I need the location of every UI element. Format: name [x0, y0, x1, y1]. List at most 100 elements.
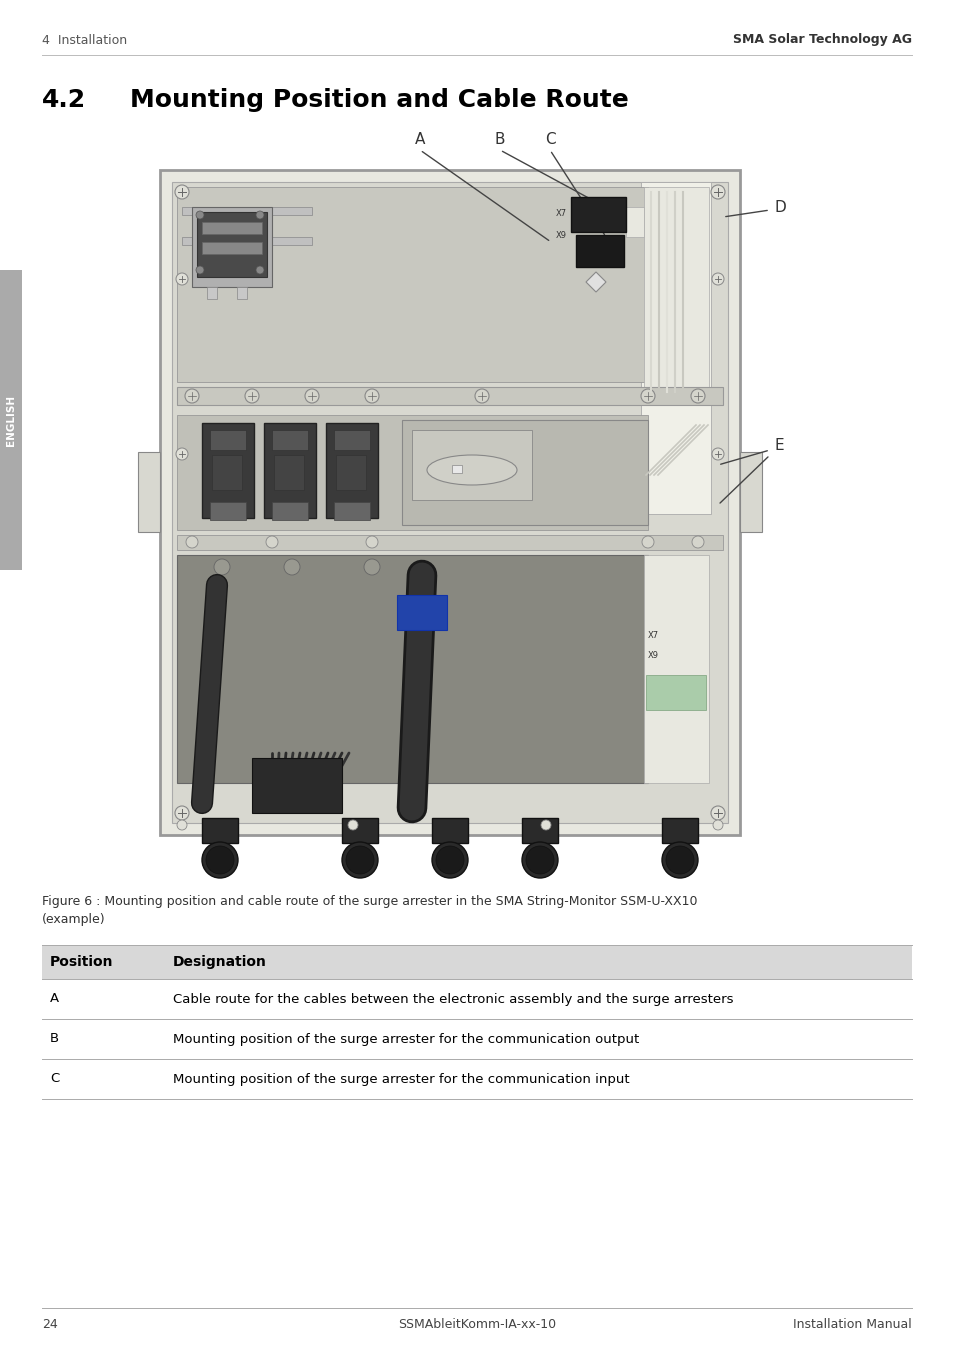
Bar [207, 287, 216, 299]
Bar [202, 222, 262, 234]
Circle shape [365, 389, 378, 403]
Text: Mounting position of the surge arrester for the communication input: Mounting position of the surge arrester … [172, 1072, 629, 1086]
Bar [396, 594, 447, 630]
Circle shape [175, 448, 188, 460]
Circle shape [364, 559, 379, 575]
Circle shape [284, 559, 299, 575]
Text: Figure 6 : Mounting position and cable route of the surge arrester in the SMA St: Figure 6 : Mounting position and cable r… [42, 895, 697, 909]
Bar [138, 452, 160, 532]
Bar [452, 464, 461, 473]
Circle shape [521, 842, 558, 877]
Bar [210, 431, 246, 450]
Bar [196, 213, 267, 278]
Bar [182, 207, 312, 215]
Circle shape [213, 559, 230, 575]
Bar [645, 676, 705, 709]
Bar [272, 502, 308, 520]
Bar [210, 502, 246, 520]
Circle shape [175, 274, 188, 284]
Text: A: A [415, 133, 425, 148]
Circle shape [177, 821, 187, 830]
Bar [0, 269, 22, 570]
Bar [334, 502, 370, 520]
Bar [42, 1020, 911, 1059]
Circle shape [348, 821, 357, 830]
Polygon shape [585, 272, 605, 292]
Text: X7: X7 [556, 210, 566, 218]
Bar [42, 1059, 911, 1099]
Bar [264, 422, 315, 519]
Bar [432, 818, 468, 844]
Circle shape [266, 536, 277, 548]
Circle shape [195, 211, 204, 219]
Bar [334, 431, 370, 450]
Text: C: C [544, 133, 555, 148]
Circle shape [710, 185, 724, 199]
Text: Designation: Designation [172, 955, 267, 969]
Circle shape [665, 846, 693, 873]
Bar [42, 979, 911, 1020]
Circle shape [641, 536, 654, 548]
Bar [401, 420, 647, 525]
Text: SSMAbleitKomm-IA-xx-10: SSMAbleitKomm-IA-xx-10 [397, 1319, 556, 1331]
Text: Mounting position of the surge arrester for the communication output: Mounting position of the surge arrester … [172, 1033, 639, 1045]
Circle shape [245, 389, 258, 403]
Circle shape [255, 211, 264, 219]
Circle shape [475, 389, 489, 403]
Bar [177, 414, 647, 529]
Circle shape [436, 846, 463, 873]
Circle shape [174, 806, 189, 821]
Text: SMA Solar Technology AG: SMA Solar Technology AG [732, 34, 911, 46]
Circle shape [341, 842, 377, 877]
Bar [335, 455, 366, 490]
Bar [177, 535, 722, 550]
Text: X9: X9 [647, 650, 659, 659]
Bar [571, 196, 625, 232]
Text: Position: Position [50, 955, 113, 969]
Text: B: B [495, 133, 505, 148]
Text: Cable route for the cables between the electronic assembly and the surge arreste: Cable route for the cables between the e… [172, 992, 733, 1006]
Ellipse shape [427, 455, 517, 485]
Bar [177, 387, 722, 405]
Bar [272, 431, 308, 450]
Circle shape [710, 806, 724, 821]
Bar [177, 555, 647, 783]
Circle shape [712, 821, 722, 830]
Circle shape [690, 389, 704, 403]
Bar [640, 181, 710, 515]
Bar [643, 555, 708, 783]
Circle shape [185, 389, 199, 403]
Text: 4.2: 4.2 [42, 88, 86, 112]
Bar [625, 207, 643, 237]
Text: B: B [50, 1033, 59, 1045]
Bar [192, 207, 272, 287]
Bar [740, 452, 761, 532]
Bar [182, 237, 312, 245]
Bar [236, 287, 247, 299]
Circle shape [525, 846, 554, 873]
Circle shape [711, 448, 723, 460]
Text: X9: X9 [556, 232, 566, 241]
Text: E: E [774, 437, 783, 452]
Circle shape [186, 536, 198, 548]
Bar [341, 818, 377, 844]
Bar [252, 758, 341, 812]
Bar [521, 818, 558, 844]
Text: C: C [50, 1072, 59, 1086]
Circle shape [174, 185, 189, 199]
Bar [202, 242, 262, 255]
Bar [42, 945, 911, 979]
Text: 24: 24 [42, 1319, 58, 1331]
Text: 4  Installation: 4 Installation [42, 34, 127, 46]
Bar [661, 818, 698, 844]
Bar [576, 236, 623, 267]
Text: A: A [50, 992, 59, 1006]
Text: Installation Manual: Installation Manual [792, 1319, 911, 1331]
Circle shape [206, 846, 233, 873]
Circle shape [255, 265, 264, 274]
Bar [160, 171, 740, 835]
Bar [202, 818, 237, 844]
Circle shape [366, 536, 377, 548]
Circle shape [711, 274, 723, 284]
Bar [326, 422, 377, 519]
